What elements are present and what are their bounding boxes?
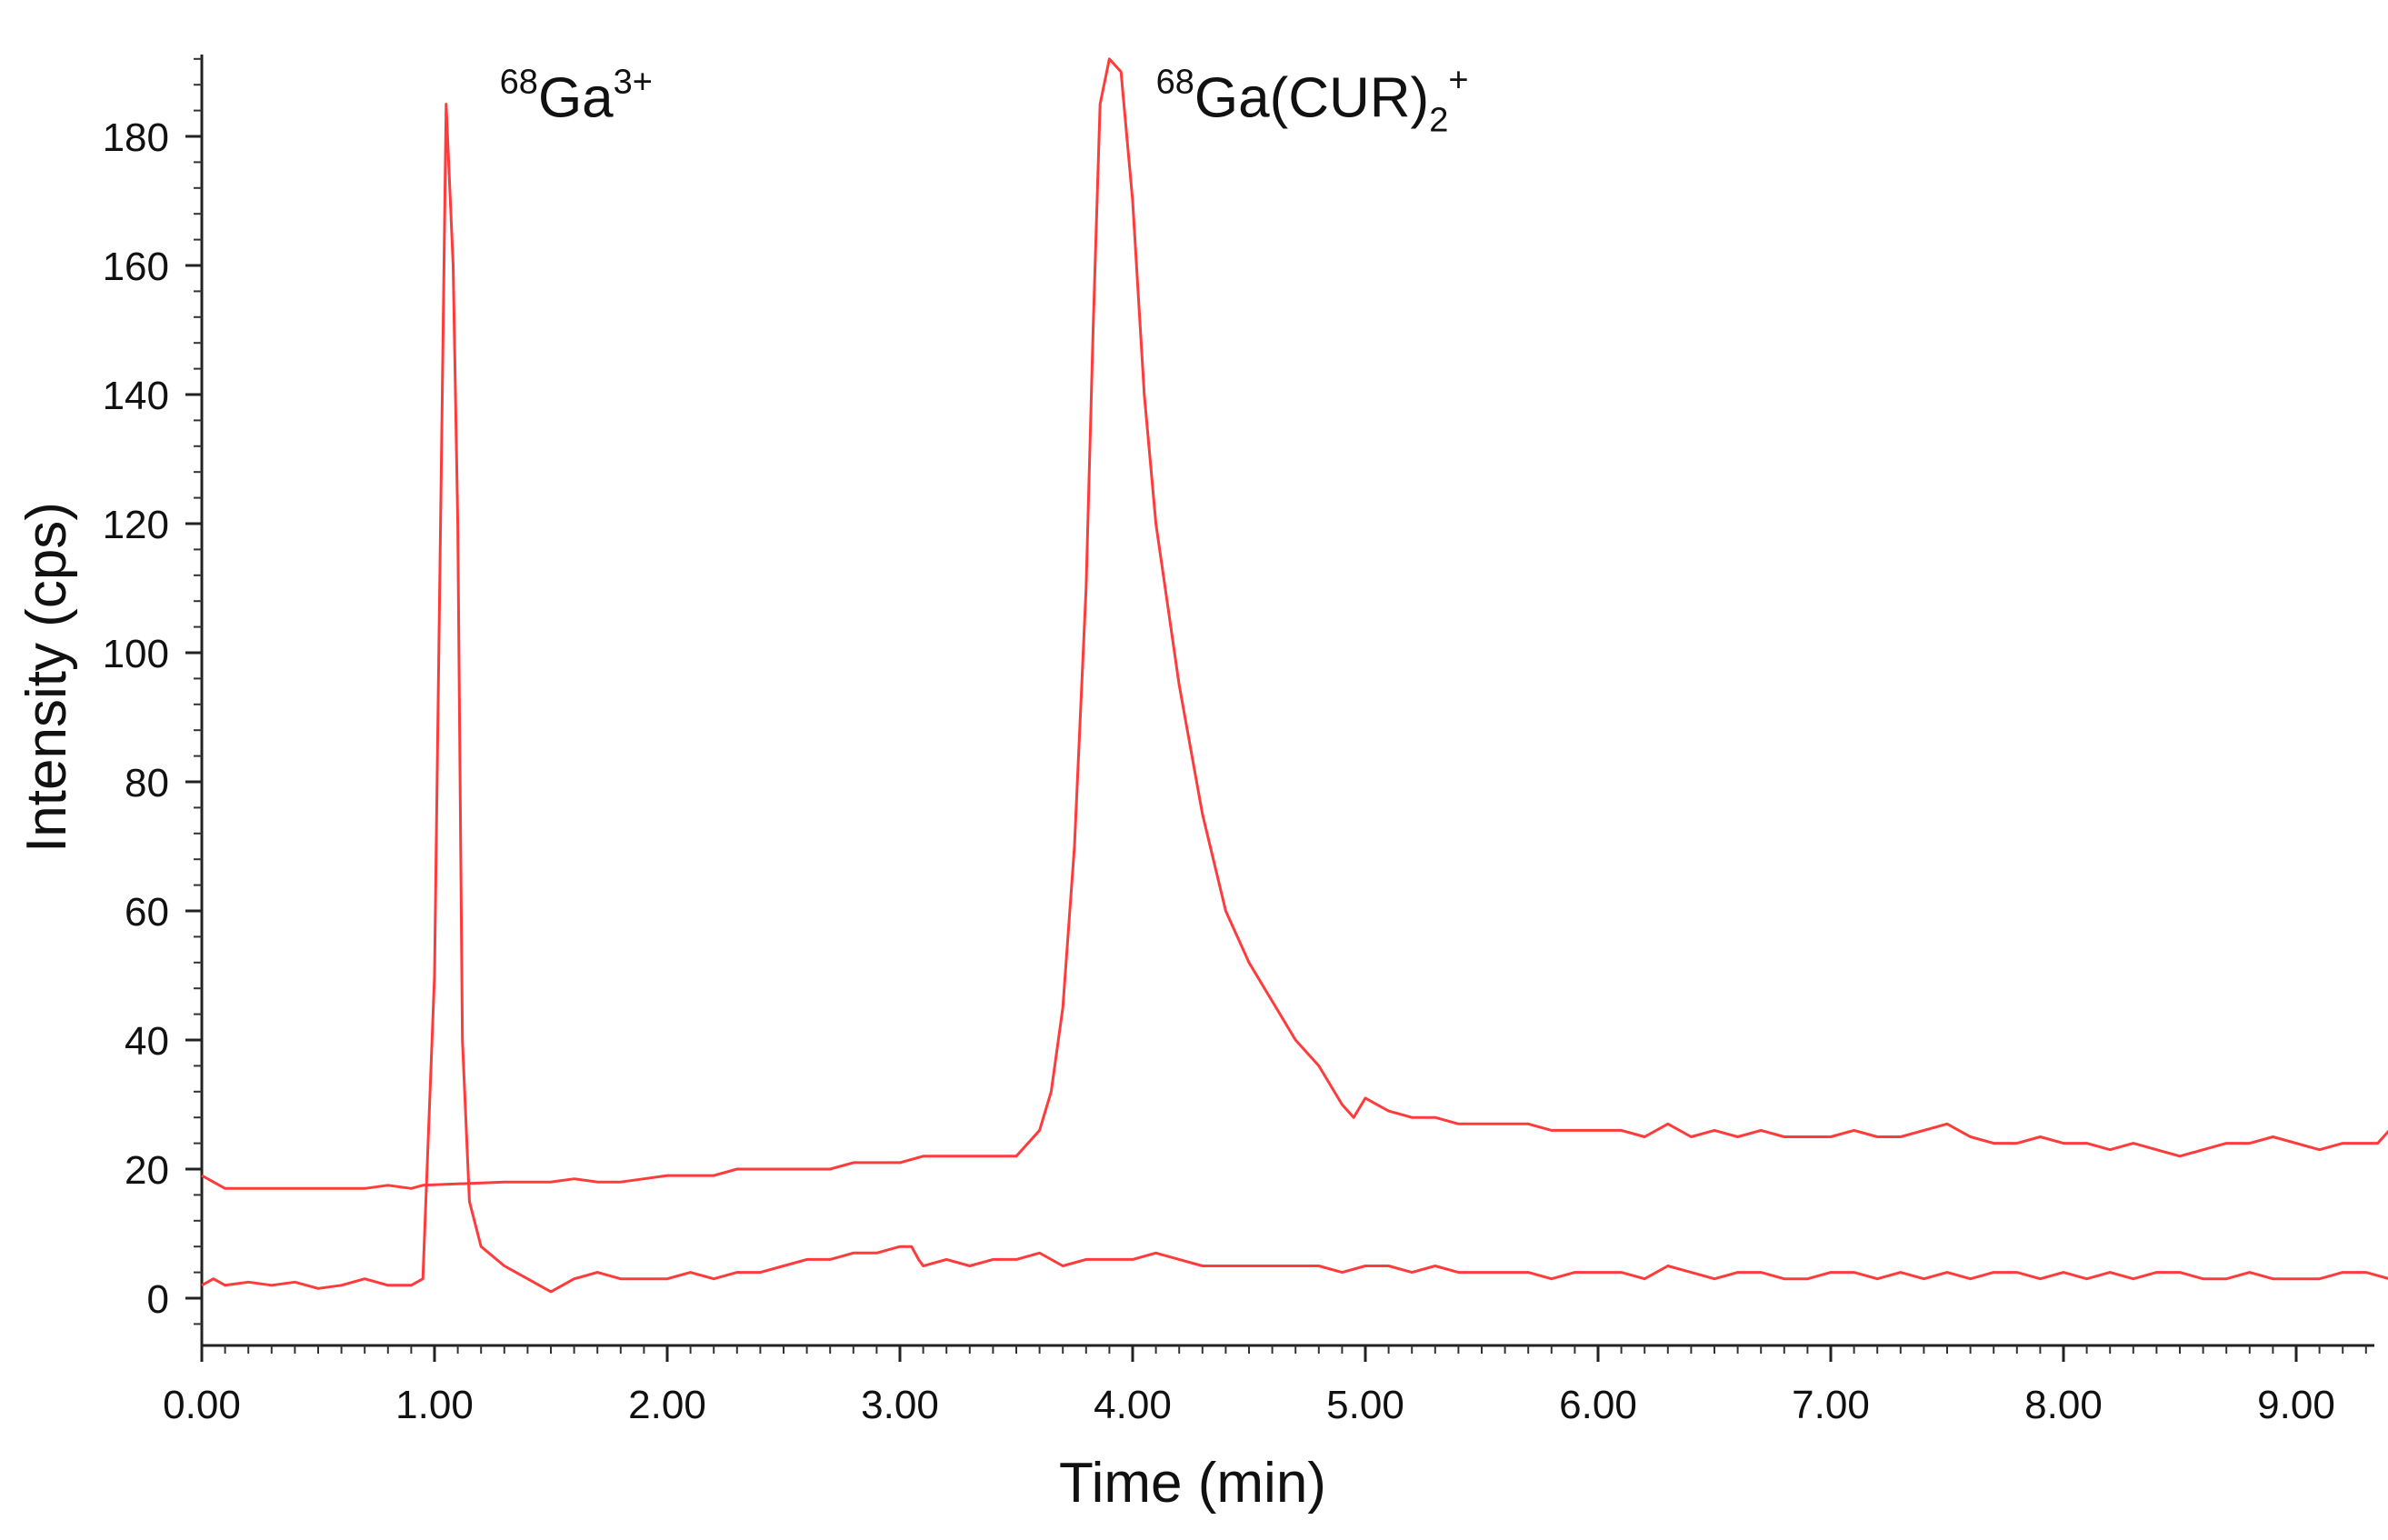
peak-label-2: 68Ga(CUR)2+ [1156,62,1469,140]
y-tick-label: 80 [125,761,169,805]
x-tick-label: 7.00 [1792,1383,1870,1427]
major-ticks [185,135,2298,1362]
peak-annotations: 68Ga3+ 68Ga(CUR)2+ [500,62,1469,140]
x-tick-label: 2.00 [628,1383,706,1427]
axes [200,55,2374,1347]
x-axis-title: Time (min) [1059,1452,1326,1515]
y-tick-label: 100 [103,632,169,676]
x-tick-label: 5.00 [1326,1383,1404,1427]
y-tick-label: 60 [125,890,169,935]
y-tick-label: 20 [125,1148,169,1193]
y-tick-label: 0 [147,1277,169,1322]
x-tick-label: 6.00 [1559,1383,1637,1427]
y-tick-label: 180 [103,115,169,160]
y-tick-label: 120 [103,503,169,547]
minor-ticks [194,57,2367,1354]
x-tick-label: 9.00 [2257,1383,2335,1427]
y-tick-label: 160 [103,245,169,289]
x-tick-label: 1.00 [395,1383,474,1427]
series-group [201,57,2388,1294]
series-line-2 [201,57,2388,1190]
x-tick-label: 3.00 [861,1383,939,1427]
y-tick-label: 40 [125,1019,169,1064]
y-tick-label: 140 [103,374,169,418]
peak-label-1: 68Ga3+ [500,64,653,130]
y-axis-title: Intensity (cps) [15,502,78,853]
series-line-1 [201,103,2388,1294]
x-tick-label: 8.00 [2024,1383,2103,1427]
tick-labels: 0.00 1.00 2.00 3.00 4.00 5.00 6.00 7.00 8.00 9.00… [103,115,2335,1427]
x-tick-label: 0.00 [163,1383,241,1427]
x-tick-label: 4.00 [1094,1383,1172,1427]
